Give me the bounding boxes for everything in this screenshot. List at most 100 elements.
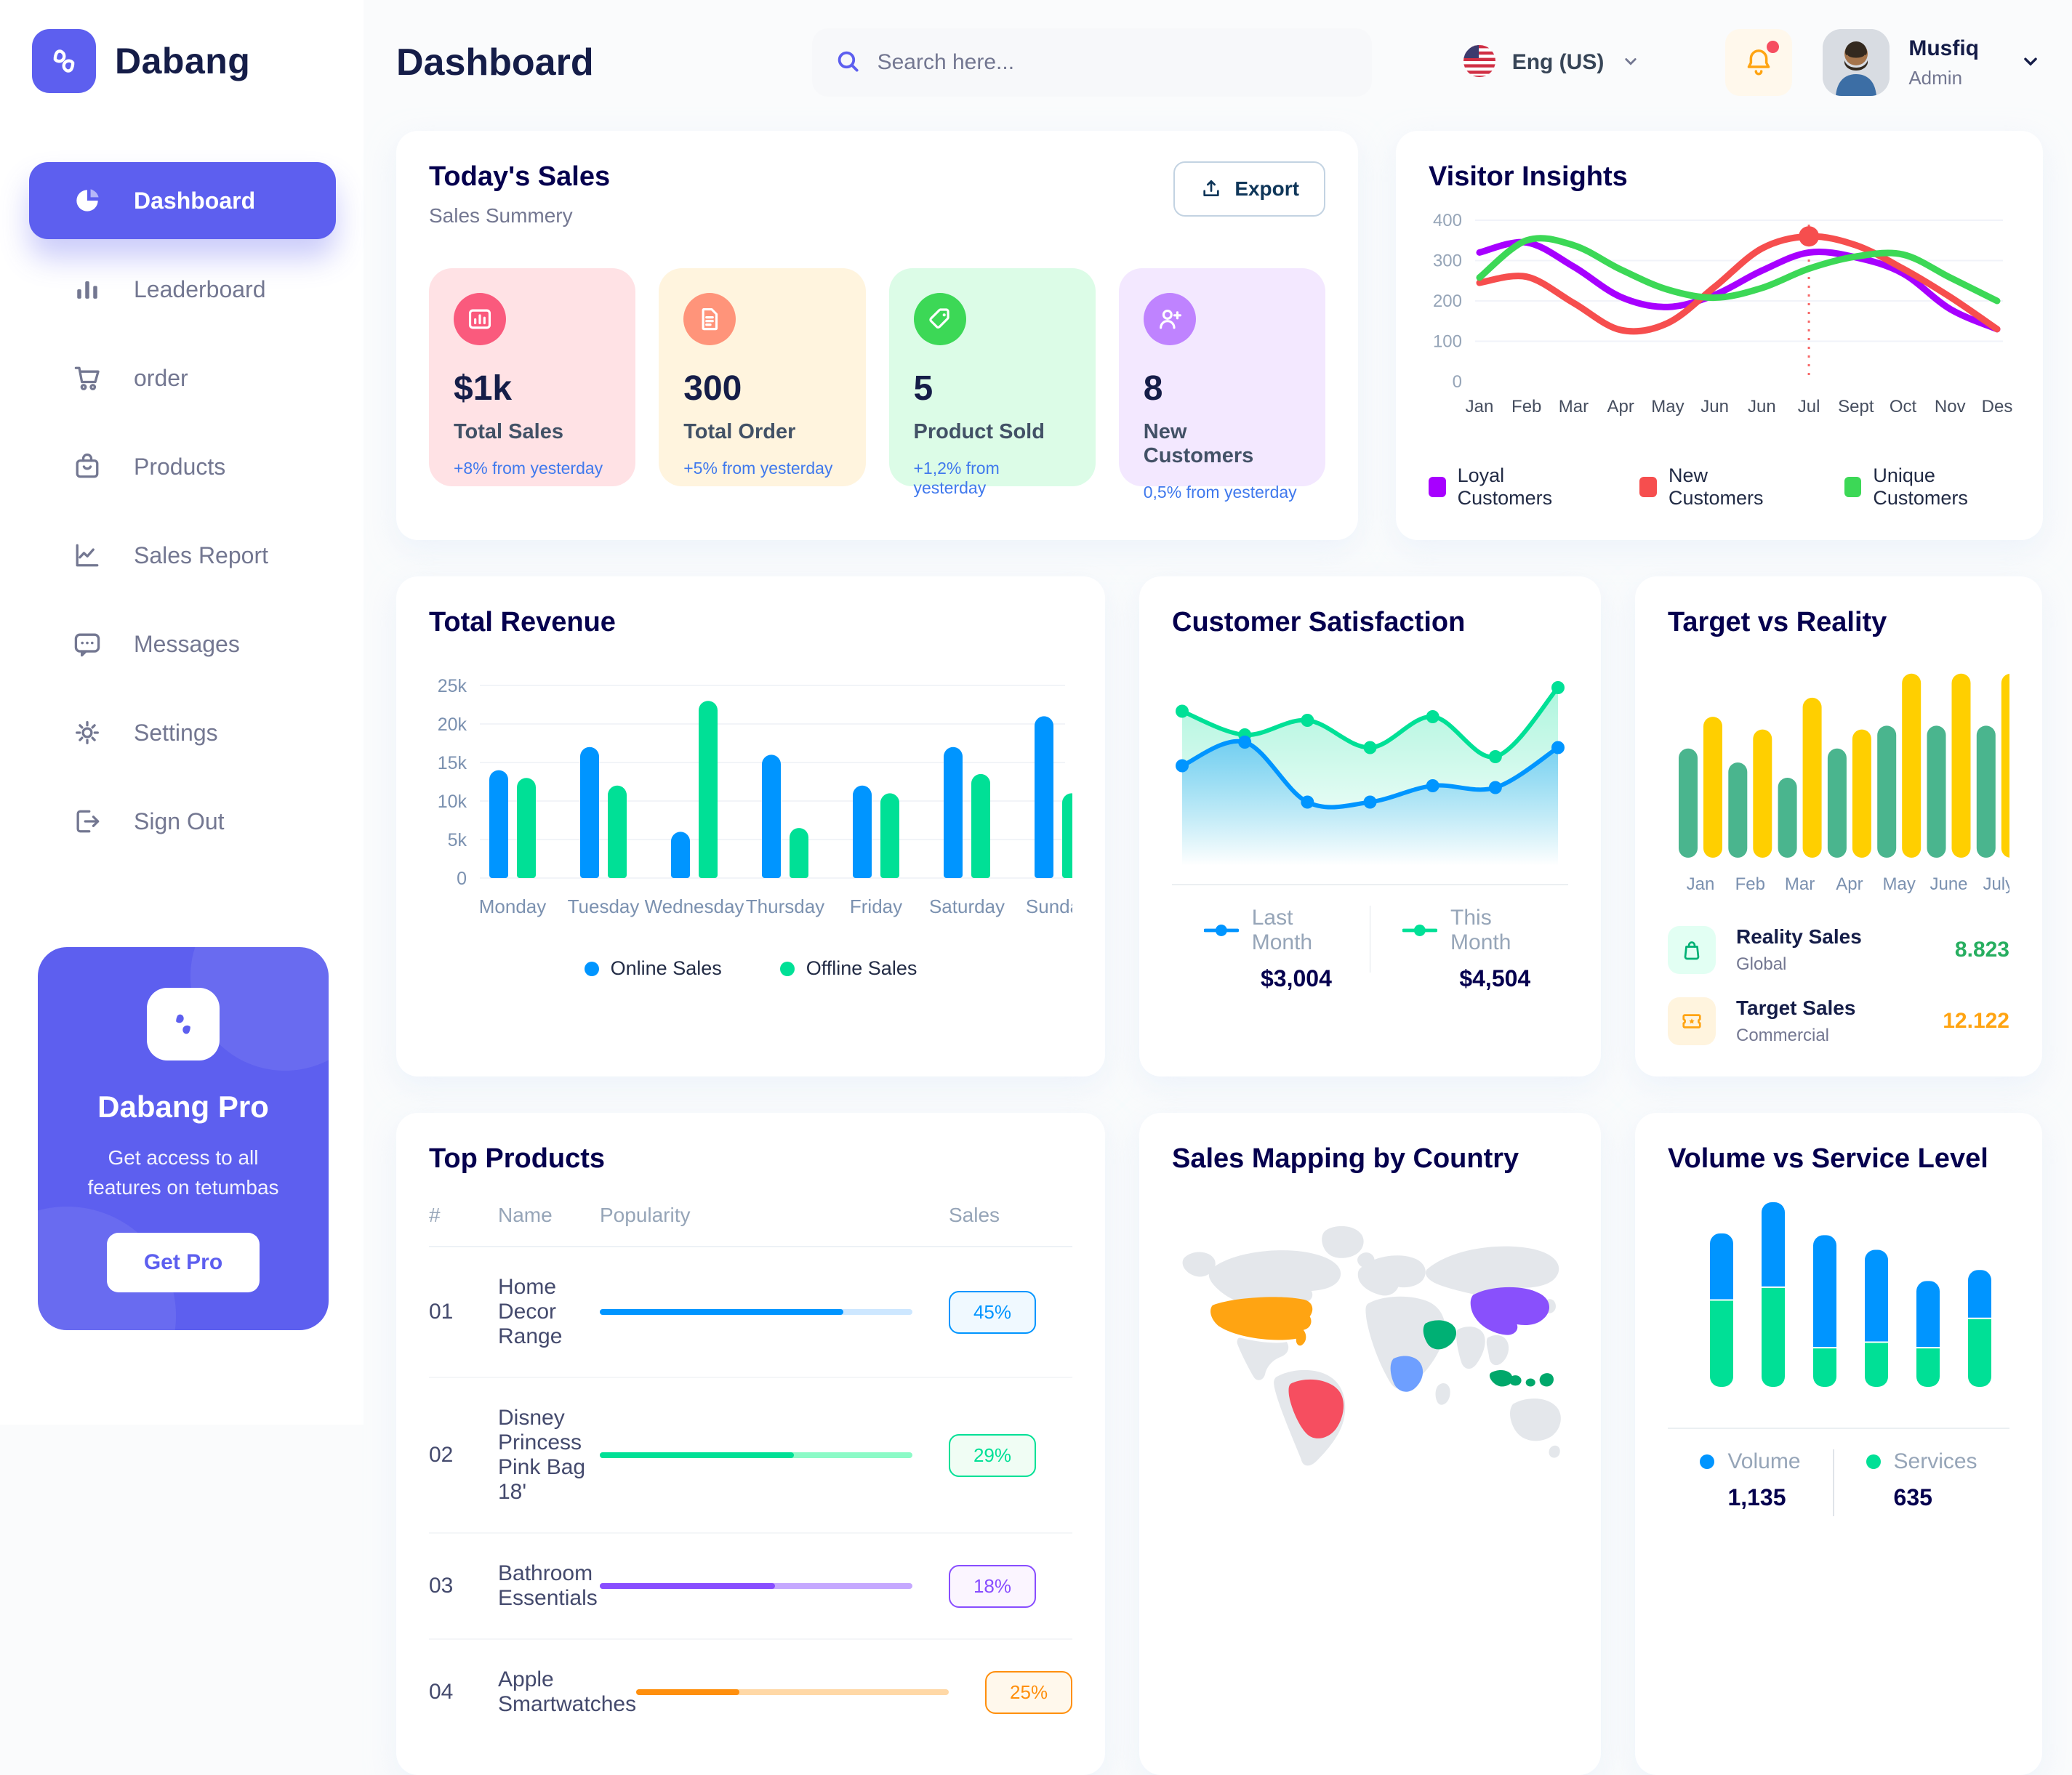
product-rank: 02 [429, 1443, 454, 1467]
svg-text:25k: 25k [438, 676, 467, 696]
svg-text:100: 100 [1433, 332, 1462, 352]
stat-card: 8 New Customers 0,5% from yesterday [1118, 268, 1325, 502]
sidebar-item-settings[interactable]: Settings [29, 694, 336, 771]
legend-item-online-sales: Online Sales [584, 957, 722, 980]
volume-service-chart [1668, 1182, 2009, 1414]
popularity-bar [636, 1689, 949, 1695]
map-canada [1208, 1250, 1341, 1315]
sidebar-item-label: order [134, 364, 188, 391]
product-rank: 01 [429, 1300, 454, 1324]
user-role: Admin [1908, 66, 1963, 89]
map-indonesia[interactable] [1489, 1370, 1554, 1387]
line-dot-marker [1204, 925, 1239, 936]
svg-text:Thursday: Thursday [746, 895, 824, 917]
popularity-bar [600, 1583, 912, 1589]
popularity-fill [600, 1309, 844, 1315]
sidebar-item-label: Products [134, 453, 226, 480]
export-button[interactable]: Export [1173, 161, 1325, 217]
legend-item-new-customers: New Customers [1639, 464, 1786, 510]
sidebar-item-leaderboard[interactable]: Leaderboard [29, 251, 336, 328]
todays-sales-title: Today's Sales [429, 161, 611, 192]
map-uk [1357, 1252, 1375, 1268]
stat-value: $1k [454, 369, 513, 408]
new-customer-icon [1143, 293, 1196, 345]
svg-text:Sunday: Sunday [1026, 895, 1072, 917]
shopping-bag-icon [1684, 941, 1700, 960]
svg-text:400: 400 [1433, 211, 1462, 230]
svg-text:Mar: Mar [1559, 397, 1589, 416]
legend-item-loyal-customers: Loyal Customers [1429, 464, 1581, 510]
map-china[interactable] [1470, 1287, 1550, 1335]
total-revenue-title: Total Revenue [429, 607, 616, 637]
table-row: 04 Apple Smartwatches 25% [429, 1640, 1073, 1744]
stat-label: Total Order [683, 420, 796, 443]
table-header: # Name Popularity Sales [429, 1204, 1072, 1247]
svg-text:300: 300 [1433, 251, 1462, 271]
sales-mapping-card: Sales Mapping by Country [1139, 1113, 1601, 1775]
visitor-insights-chart: 0 100 200 300 400 Jan Feb Mar Apr May Jun Jun Jul Sep… [1429, 200, 2013, 447]
legend-label: This Month [1450, 906, 1511, 954]
column-header: Sales [949, 1204, 1000, 1226]
user-menu[interactable]: Musfiq Admin [1823, 29, 2043, 96]
language-selector[interactable]: Eng (US) [1463, 44, 1642, 81]
legend-sub: Commercial [1736, 1026, 1830, 1045]
volume-service-title: Volume vs Service Level [1668, 1143, 1988, 1174]
legend-dot [1700, 1454, 1715, 1469]
target-vs-reality-title: Target vs Reality [1668, 607, 1887, 637]
customer-satisfaction-title: Customer Satisfaction [1172, 607, 1466, 637]
order-note-icon [683, 293, 736, 345]
stat-label: New Customers [1143, 420, 1254, 467]
stat-label: Product Sold [913, 420, 1045, 443]
stat-delta: 0,5% from yesterday [1143, 483, 1297, 502]
legend-row-reality-sales: Reality Sales Global 8.823 [1668, 925, 2009, 975]
get-pro-button[interactable]: Get Pro [107, 1233, 260, 1293]
stat-card: 5 Product Sold +1,2% from yesterday [888, 268, 1096, 497]
map-saudi-arabia[interactable] [1423, 1320, 1457, 1350]
legend-value: 8.823 [1954, 938, 2009, 962]
map-madagascar [1435, 1382, 1450, 1405]
main-area: Dashboard [364, 0, 2072, 1775]
map-indochina [1486, 1335, 1509, 1366]
sidebar-item-messages[interactable]: Messages [29, 605, 336, 683]
legend-label: Offline Sales [806, 957, 917, 979]
bag-icon [76, 453, 99, 478]
sidebar-item-sign-out[interactable]: Sign Out [29, 783, 336, 860]
visitor-insights-card: Visitor Insights 0 100 200 300 400 Jan Feb Mar A… [1396, 131, 2043, 540]
svg-text:10k: 10k [438, 792, 467, 812]
ticket-icon [1668, 997, 1716, 1045]
sales-badge: 29% [949, 1433, 1036, 1477]
tag-icon [928, 308, 949, 329]
sidebar-item-sales-report[interactable]: Sales Report [29, 517, 336, 594]
map-usa[interactable] [1210, 1297, 1313, 1346]
svg-text:Des: Des [1982, 397, 2013, 416]
chevron-down-icon [2018, 49, 2043, 77]
sales-badge: 18% [949, 1564, 1036, 1608]
svg-text:Wednesday: Wednesday [645, 895, 744, 917]
sidebar-item-order[interactable]: order [29, 339, 336, 416]
svg-text:5k: 5k [448, 830, 467, 850]
legend-item-offline-sales: Offline Sales [779, 957, 917, 980]
stats-icon [454, 293, 506, 345]
stats-icon [468, 309, 491, 329]
svg-text:Tuesday: Tuesday [568, 895, 640, 917]
sidebar-item-products[interactable]: Products [29, 428, 336, 505]
language-label: Eng (US) [1511, 50, 1605, 74]
svg-text:Feb: Feb [1511, 397, 1541, 416]
search-bar [811, 28, 1372, 97]
customer-satisfaction-card: Customer Satisfaction Last Month $3,004 Th… [1139, 576, 1601, 1076]
column-header: Name [498, 1204, 553, 1226]
map-dr-congo[interactable] [1390, 1356, 1424, 1392]
sidebar-item-label: Messages [134, 630, 240, 657]
top-products-title: Top Products [429, 1143, 606, 1174]
map-alaska [1182, 1252, 1216, 1277]
svg-text:Apr: Apr [1836, 874, 1863, 894]
stat-delta: +1,2% from yesterday [913, 459, 1000, 497]
notifications-button[interactable] [1725, 29, 1793, 96]
sidebar-item-dashboard[interactable]: Dashboard [29, 162, 336, 239]
todays-sales-card: Today's Sales Sales Summery Export $1k To… [396, 131, 1358, 540]
legend-label: Loyal Customers [1457, 464, 1553, 509]
search-input[interactable] [877, 50, 1350, 75]
pie-chart-icon [76, 189, 99, 212]
map-brazil[interactable] [1288, 1379, 1344, 1438]
svg-text:15k: 15k [438, 753, 467, 773]
